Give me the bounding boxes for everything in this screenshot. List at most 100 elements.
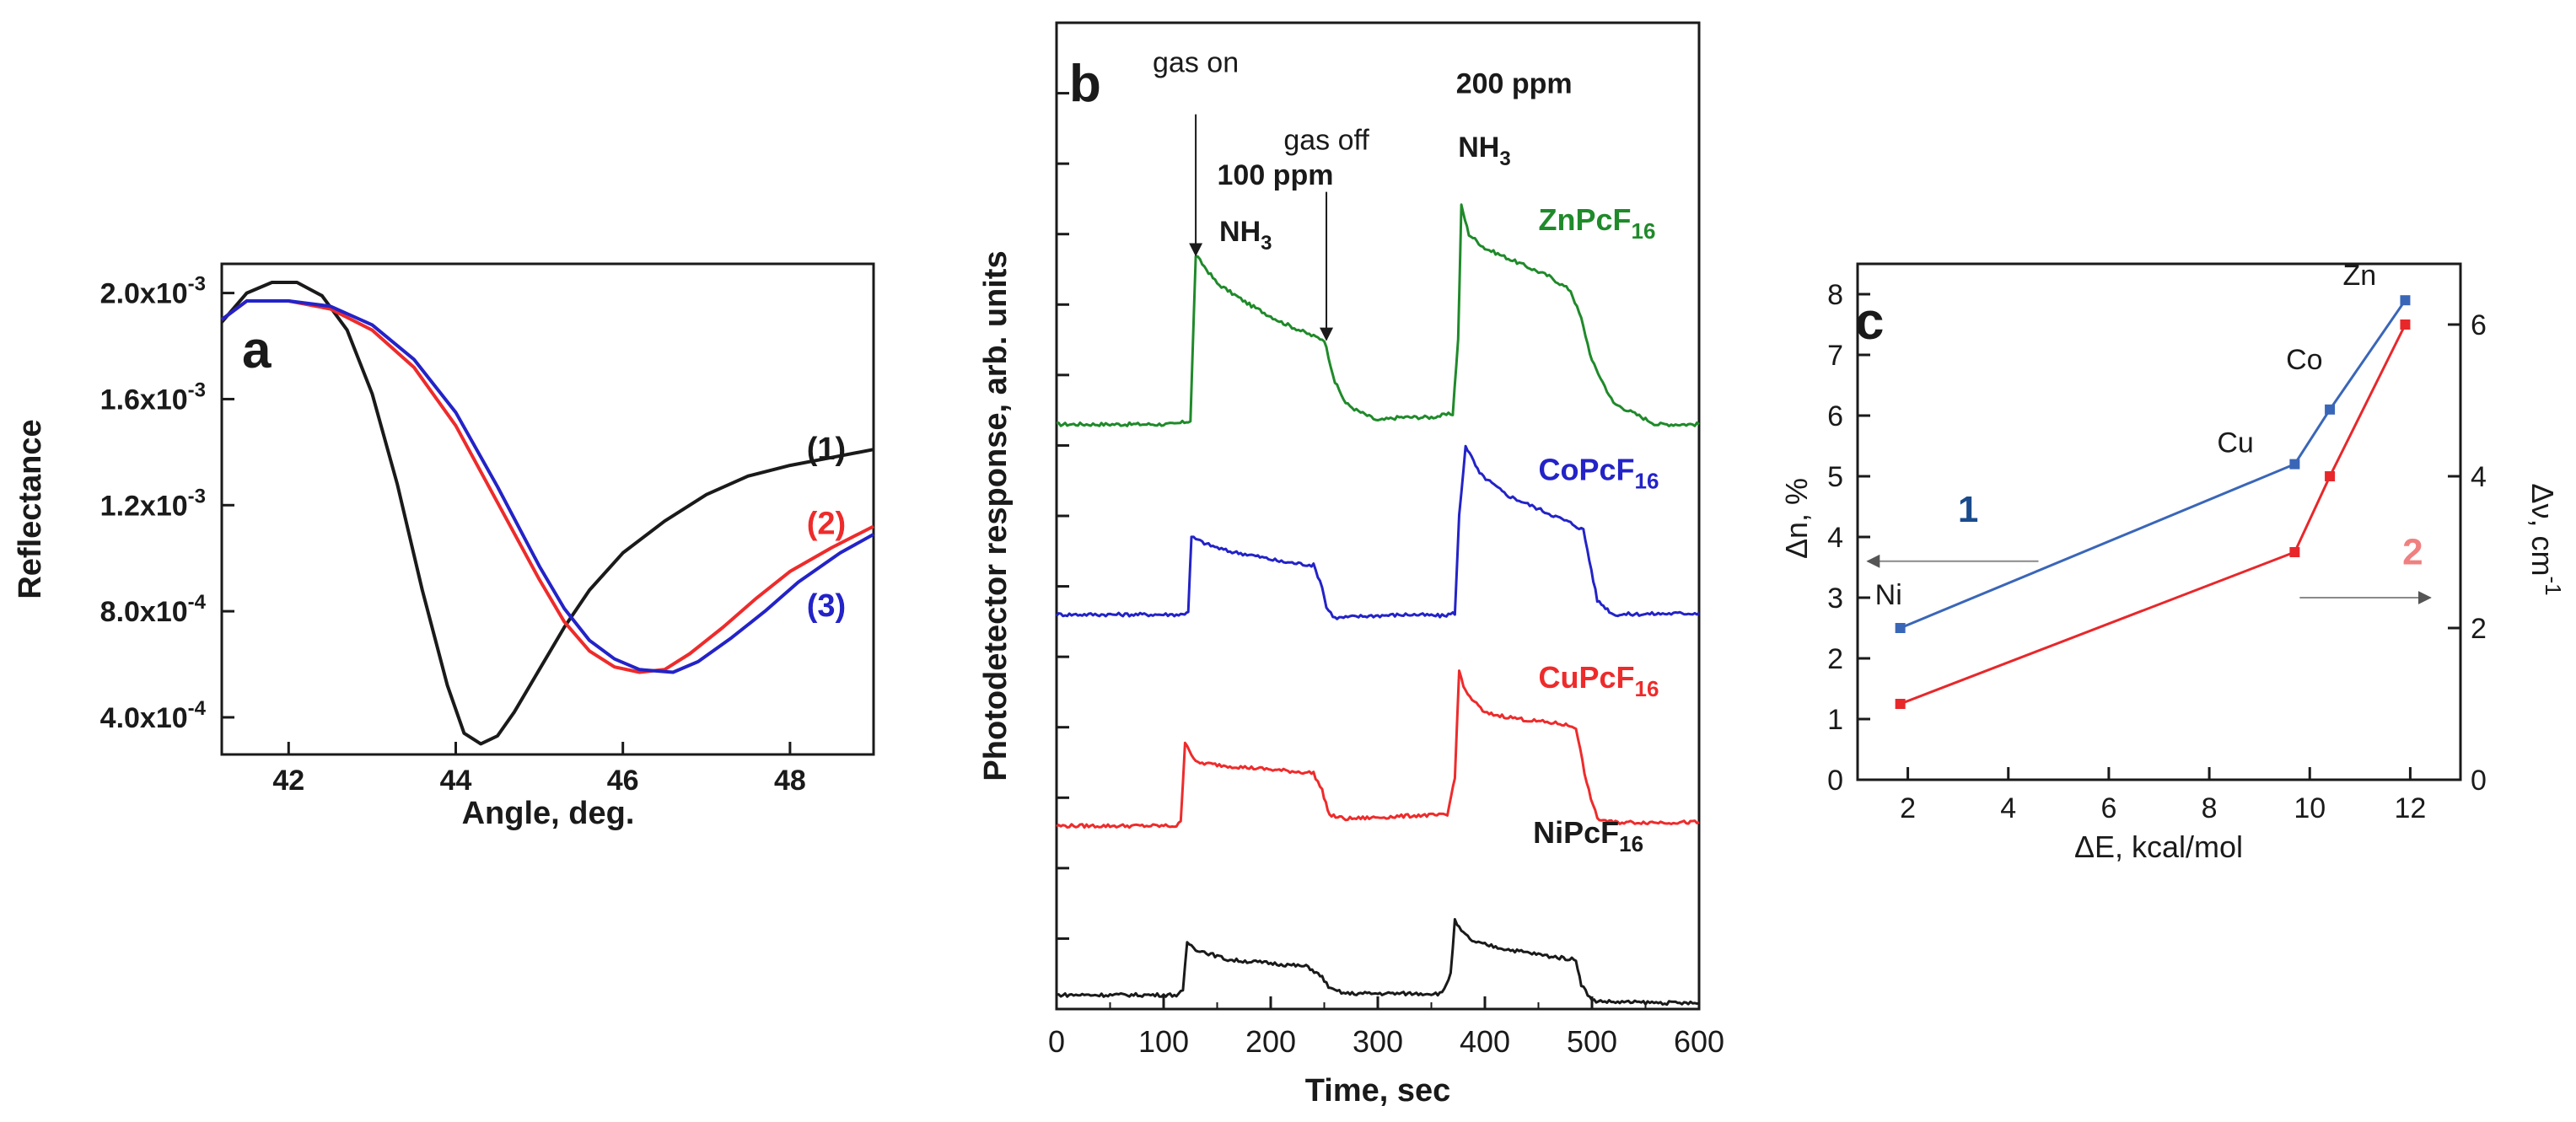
panel-b-annotation-text: gas on xyxy=(1153,47,1239,79)
panel-a-curve-3 xyxy=(220,299,874,674)
panel-c-xtick-label: 4 xyxy=(2000,792,2016,824)
panel-c-point xyxy=(2289,547,2300,557)
panel-b-annotation-text: NH xyxy=(1458,132,1499,164)
panel-b-annotation: gas off xyxy=(1283,124,1369,156)
panel-b-letter: b xyxy=(1069,55,1101,113)
panel-b-trace-label-cupcf: CuPcF16 xyxy=(1539,660,1659,701)
panel-c-point xyxy=(2400,295,2411,306)
panel-b-xtick-label: 200 xyxy=(1245,1024,1296,1059)
panel-a-ticks: 42 44 46 484.0x10-48.0x10-41.2x10-31.6x10-3… xyxy=(100,273,806,797)
panel-c-ytick-right-label: 6 xyxy=(2471,309,2487,341)
panel-b-annotation-sub: 3 xyxy=(1499,148,1510,170)
panel-b-xtick-label: 100 xyxy=(1138,1024,1189,1059)
panel-c-ytick-left-label: 5 xyxy=(1827,461,1843,493)
panel-c-point xyxy=(1895,623,1906,633)
panel-c-point-label: Cu xyxy=(2217,427,2253,459)
panel-b-annotation: 200 ppm xyxy=(1456,68,1573,100)
panel-c-point xyxy=(1895,699,1906,709)
panel-c-ytick-left-label: 4 xyxy=(1827,522,1843,554)
panel-c-ytick-right-label: 0 xyxy=(2471,765,2487,797)
panel-c-line-1 xyxy=(1900,299,2407,630)
panel-c-ylabel-right-text: Δν, cm xyxy=(2525,483,2560,576)
panel-b-trace-label-base: NiPcF xyxy=(1533,815,1619,850)
panel-c-point xyxy=(2325,471,2336,481)
panel-b-trace-label-base: ZnPcF xyxy=(1539,202,1632,237)
panel-c-xtick-label: 10 xyxy=(2294,792,2326,824)
panel-c-line-2 xyxy=(1900,324,2407,706)
panel-a-ytick-mantissa: 1.2x10 xyxy=(100,490,188,522)
panel-c-point xyxy=(2289,459,2300,470)
panel-b-ticks: 0 100 200 300 400 500 600 xyxy=(1048,92,1724,1059)
panel-a-ytick-label: 1.6x10-3 xyxy=(100,378,206,416)
panel-b-annotation-text: 200 ppm xyxy=(1456,68,1573,100)
panel-b-annotation-text: 100 ppm xyxy=(1218,159,1334,191)
panel-b-trace-label-base: CuPcF xyxy=(1539,660,1635,695)
panel-c-ylabel-left: Δn, % xyxy=(1779,478,1814,559)
panel-a-ytick-mantissa: 2.0x10 xyxy=(100,278,188,310)
panel-a-xlabel: Angle, deg. xyxy=(462,796,635,831)
panel-c-ytick-left-label: 2 xyxy=(1827,643,1843,675)
panel-b-trace-cupcf xyxy=(1056,669,1700,829)
panel-b-xtick-label: 300 xyxy=(1353,1024,1403,1059)
panel-c-ytick-right-label: 4 xyxy=(2471,461,2487,493)
panel-b-ylabel: Photodetector response, arb. units xyxy=(978,250,1014,781)
panel-c-labels: Ni Cu Co Zn 1 2 xyxy=(1866,260,2432,611)
panel-c-ytick-left-label: 8 xyxy=(1827,279,1843,311)
panel-a-series xyxy=(220,281,874,746)
panel-a-ytick-exponent: -4 xyxy=(188,697,207,720)
panel-a-ytick-mantissa: 4.0x10 xyxy=(100,702,188,734)
panel-c-letter: c xyxy=(1855,293,1884,351)
panel-c-point-label: Zn xyxy=(2342,260,2376,292)
panel-c-xtick-label: 2 xyxy=(1900,792,1916,824)
panel-a-curve-1 xyxy=(220,281,874,746)
panel-a-letter: a xyxy=(242,321,272,379)
panel-c-point xyxy=(2400,319,2411,330)
panel-b-annotation: NH3 xyxy=(1458,132,1510,170)
panel-b-frame xyxy=(1055,21,1701,1011)
panel-a-ylabel: Reflectance xyxy=(13,419,48,599)
panel-b-xtick-label: 400 xyxy=(1460,1024,1510,1059)
panel-c-xlabel: ΔE, kcal/mol xyxy=(2074,829,2243,864)
panel-a-curve-2 xyxy=(220,299,874,674)
panel-b-trace-label-nipcf: NiPcF16 xyxy=(1533,815,1643,856)
panel-b-trace-label-sub: 16 xyxy=(1619,831,1643,856)
panel-a-curve-label-1: (1) xyxy=(807,432,846,467)
panel-c-series-number: 1 xyxy=(1958,489,1978,530)
panel-b-chart: 0 100 200 300 400 500 600 ZnPcF16CoPcF16CuPcF1… xyxy=(978,21,1724,1109)
panel-a-ytick-exponent: -3 xyxy=(188,485,206,507)
panel-b-annotation: 100 ppm xyxy=(1218,159,1334,191)
panel-c-series xyxy=(1895,295,2411,709)
panel-a-xtick-label: 42 xyxy=(272,765,304,797)
panel-a-ytick-mantissa: 1.6x10 xyxy=(100,384,188,416)
panel-c-xtick-label: 12 xyxy=(2395,792,2427,824)
panel-a-ytick-label: 8.0x10-4 xyxy=(100,591,207,628)
panel-c-xtick-label: 6 xyxy=(2100,792,2116,824)
panel-a-ytick-mantissa: 8.0x10 xyxy=(100,596,188,628)
panel-c-point-label: Ni xyxy=(1875,579,1902,611)
panel-c-ytick-right-label: 2 xyxy=(2471,613,2487,645)
panel-b-trace-label-sub: 16 xyxy=(1635,469,1659,494)
panel-c-xtick-label: 8 xyxy=(2202,792,2218,824)
panel-b-trace-label-sub: 16 xyxy=(1635,676,1659,701)
panel-c-series-number: 2 xyxy=(2402,531,2423,572)
panel-b-xtick-label: 0 xyxy=(1048,1024,1065,1059)
panel-a-xtick-label: 44 xyxy=(440,765,472,797)
panel-a-frame xyxy=(220,262,875,756)
panel-a-curve-label-3: (3) xyxy=(807,588,846,624)
panel-a-ytick-exponent: -4 xyxy=(188,591,207,614)
panel-b-xtick-label: 600 xyxy=(1674,1024,1724,1059)
panel-a-curve-label-2: (2) xyxy=(807,506,846,541)
panel-a-ytick-exponent: -3 xyxy=(188,378,206,401)
panel-c-ytick-left-label: 3 xyxy=(1827,582,1843,615)
panel-c-ytick-left-label: 1 xyxy=(1827,704,1843,736)
panel-b-trace-label-sub: 16 xyxy=(1632,218,1656,244)
panel-b-annotation-text: NH xyxy=(1219,216,1261,248)
panel-b-trace-znpcf xyxy=(1056,203,1700,427)
panel-c-ylabel-right-exp: -1 xyxy=(2541,576,2566,595)
panel-c-ytick-left-label: 0 xyxy=(1827,765,1843,797)
panel-c-ytick-left-label: 7 xyxy=(1827,340,1843,372)
panel-a-chart: 42 44 46 484.0x10-48.0x10-41.2x10-31.6x10-3… xyxy=(13,262,875,831)
